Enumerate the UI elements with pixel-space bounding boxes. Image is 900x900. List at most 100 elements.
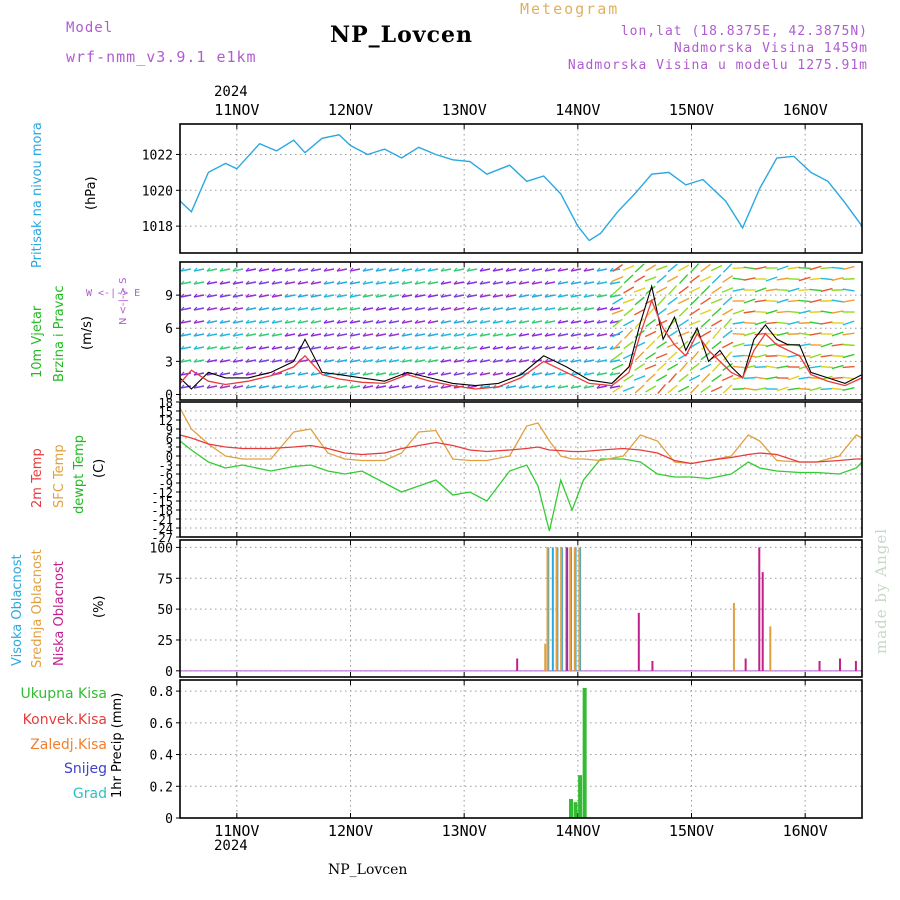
wind-arrow [557,320,569,324]
wind-arrow-head [388,345,393,350]
wind-arrow-head [193,332,198,337]
wind-arrow-head [310,358,315,363]
wind-arrow [700,285,711,295]
wind-arrow-head [531,267,536,272]
wind-arrow-head [336,384,341,389]
wind-arrow [453,359,465,363]
x-tick-label-bottom: 15NOV [669,822,714,840]
wind-arrow-head [492,319,497,324]
wind-arrow [776,354,789,358]
legend-hail: Grad [72,786,107,802]
wind-arrow [375,268,387,272]
wind-arrow-head [466,267,471,272]
wind-arrow [440,307,452,311]
wind-arrow-head [401,345,406,350]
wind-arrow [679,361,689,373]
wind-arrow-head [219,345,224,350]
wind-arrow [310,307,322,311]
wind-arrow-head [570,319,575,324]
wind-arrow [732,266,745,270]
wind-arrow [245,268,257,272]
wind-arrow [180,333,192,337]
wind-arrow [798,276,811,282]
wind-arrow [323,281,335,285]
wind-arrow [479,333,491,337]
y-tick-label: 9 [165,289,173,304]
wind-arrow [388,346,400,350]
y-tick-label: 12 [159,414,173,428]
wind-arrow-head [258,371,263,376]
wind-arrow [466,294,478,298]
wind-arrow [656,307,667,317]
wind-arrow [466,281,478,285]
wind-arrow [206,346,218,350]
wind-arrow [820,321,833,325]
wind-arrow [570,320,582,324]
wind-arrow-head [518,384,523,389]
wind-arrow [193,307,205,311]
wind-arrow-head [557,345,562,350]
wind-arrow-head [440,332,445,337]
wind-arrow-head [518,358,523,363]
y-tick-label: 6 [166,432,173,446]
wind-arrow-head [414,384,419,389]
wind-arrow [596,320,608,324]
wind-arrow-head [570,267,575,272]
wind-arrow-head [414,319,419,324]
wind-arrow-head [323,280,328,285]
wind-arrow [401,307,413,311]
wind-arrow-head [297,280,302,285]
wind-arrow [414,385,426,389]
wind-arrow [722,362,733,372]
wind-arrow [677,331,690,337]
wind-arrow [570,281,582,285]
wind-arrow-head [375,345,380,350]
wind-arrow [544,320,556,324]
wind-arrow-head [388,332,393,337]
wind-arrow-head [219,319,224,324]
wind-arrow-head [245,358,250,363]
wind-arrow [678,373,689,383]
wind-arrow [297,372,309,376]
wind-arrow [645,264,657,272]
wind-arrow [557,294,569,298]
wind-arrow-head [427,371,432,376]
wind-arrow [557,281,569,285]
wind-arrow [440,268,452,272]
wind-arrow [544,294,556,298]
wind-arrow [193,268,205,272]
wind-arrow [362,346,374,350]
panel-1: 1018 1020 1022 [142,123,863,254]
wind-arrow-head [544,319,549,324]
wind-arrow-head [388,319,393,324]
wind-arrow [297,281,309,285]
wind-arrow [678,264,690,272]
wind-arrow [609,385,621,389]
wind-arrow [180,346,192,350]
wind-arrow [743,387,756,391]
wind-arrow-head [505,306,510,311]
x-tick-label-top: 16NOV [783,101,828,119]
wind-arrow-head [375,371,380,376]
wind-arrow [688,320,701,326]
wind-arrow [362,333,374,337]
wind-arrow-head [388,267,393,272]
wind-arrow-head [219,306,224,311]
x-tick-label-top: 11NOV [214,101,259,119]
wind-arrow [349,372,361,376]
wind-arrow [677,385,690,393]
wind-arrow [612,264,623,272]
wind-arrow [531,333,543,337]
wind-arrow [711,274,722,284]
y-tick-label: 15 [159,405,173,419]
wind-arrow [271,294,283,298]
wind-arrow-head [596,371,601,376]
wind-arrow-head [258,280,263,285]
wind-arrow-head [518,371,523,376]
wind-arrow-head [258,384,263,389]
wind-arrow [206,359,218,363]
wind-arrow [722,308,734,316]
wind-arrow [842,265,855,271]
wind-arrow-head [310,384,315,389]
wind-arrow [667,275,679,283]
